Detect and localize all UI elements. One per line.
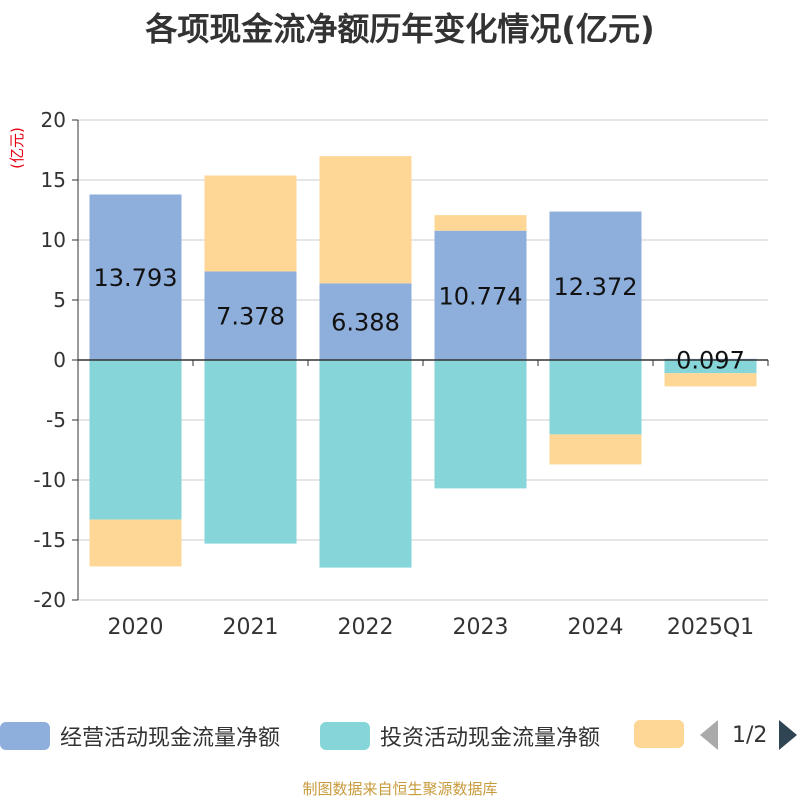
data-label-operating: 6.388 xyxy=(331,309,400,337)
chart-area: 20 15 10 5 0 -5 -10 -15 -20 (亿元) 2020 2021 2022 2023 2… xyxy=(8,108,769,640)
bar-investing-2020[interactable] xyxy=(89,360,182,520)
x-tick-label: 2021 xyxy=(223,615,279,640)
legend-swatch-operating xyxy=(0,722,50,750)
bar-investing-2023[interactable] xyxy=(434,360,527,489)
y-axis-title: (亿元) xyxy=(8,127,26,169)
x-tick-label: 2024 xyxy=(568,615,624,640)
bar-financing-2024[interactable] xyxy=(549,434,642,465)
legend-item-investing[interactable]: 投资活动现金流量净额 xyxy=(320,720,600,752)
y-tick-label: -15 xyxy=(33,528,66,552)
bar-investing-2025Q1[interactable] xyxy=(664,360,757,374)
y-tick-label: 10 xyxy=(41,228,66,252)
bar-financing-2023[interactable] xyxy=(434,215,527,231)
bar-operating-2021[interactable] xyxy=(204,271,297,360)
bar-investing-2022[interactable] xyxy=(319,360,412,568)
y-tick-label: -10 xyxy=(33,468,66,492)
legend-pager: 1/2 xyxy=(700,720,798,750)
data-source-note: 制图数据来自恒生聚源数据库 xyxy=(302,780,498,798)
legend-swatch-financing xyxy=(634,720,684,748)
legend-label-investing: 投资活动现金流量净额 xyxy=(380,726,601,751)
bar-operating-2020[interactable] xyxy=(89,194,182,360)
y-tick-label: 5 xyxy=(53,288,66,312)
legend-label-operating: 经营活动现金流量净额 xyxy=(60,726,281,751)
bar-financing-2025Q1[interactable] xyxy=(664,373,757,387)
legend-page-indicator: 1/2 xyxy=(732,722,768,748)
bar-operating-2022[interactable] xyxy=(319,283,412,360)
legend: 经营活动现金流量净额 投资活动现金流量净额 1/2 xyxy=(0,712,800,758)
y-tick-label: -20 xyxy=(33,588,66,612)
y-tick-label: 20 xyxy=(41,108,66,132)
data-label-operating: 12.372 xyxy=(554,273,638,301)
legend-prev-page-icon[interactable] xyxy=(700,720,718,750)
x-tick-label: 2022 xyxy=(338,615,394,640)
x-tick-label: 2023 xyxy=(453,615,509,640)
bar-operating-2023[interactable] xyxy=(434,230,527,360)
x-tick-label: 2020 xyxy=(108,615,164,640)
legend-next-page-icon[interactable] xyxy=(779,720,798,750)
legend-swatch-investing xyxy=(320,722,370,750)
y-tick-label: 15 xyxy=(41,168,66,192)
y-tick-label: -5 xyxy=(46,408,66,432)
bar-financing-2022[interactable] xyxy=(319,156,412,284)
data-label-operating: 0.097 xyxy=(676,346,745,374)
x-tick-label: 2025Q1 xyxy=(667,615,754,640)
bar-investing-2024[interactable] xyxy=(549,360,642,435)
bar-investing-2021[interactable] xyxy=(204,360,297,544)
bar-financing-2020[interactable] xyxy=(89,519,182,567)
data-label-operating: 13.793 xyxy=(94,264,178,292)
bar-operating-2024[interactable] xyxy=(549,211,642,360)
data-label-operating: 10.774 xyxy=(439,282,523,310)
bar-financing-2021[interactable] xyxy=(204,175,297,272)
y-tick-label: 0 xyxy=(53,348,66,372)
legend-item-financing[interactable] xyxy=(634,720,694,748)
chart-title: 各项现金流净额历年变化情况(亿元) xyxy=(145,10,655,48)
legend-item-operating[interactable]: 经营活动现金流量净额 xyxy=(0,720,280,752)
data-label-operating: 7.378 xyxy=(216,303,285,331)
